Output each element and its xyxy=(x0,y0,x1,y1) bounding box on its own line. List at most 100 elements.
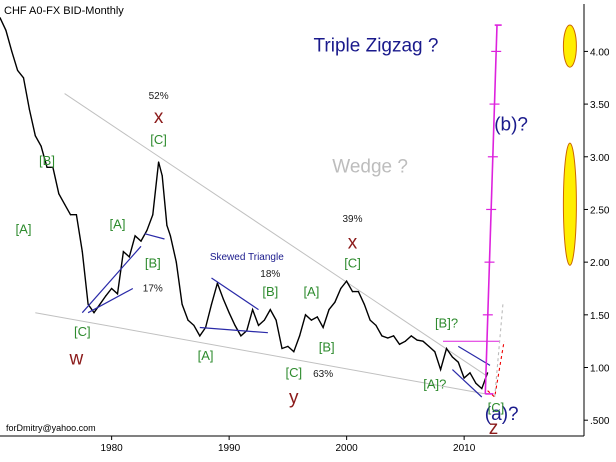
price-point xyxy=(0,17,1,19)
price-point xyxy=(93,312,95,314)
price-point xyxy=(445,347,448,350)
price-point xyxy=(322,326,324,329)
price-point xyxy=(64,203,66,205)
projection-layer xyxy=(482,24,505,399)
price-point xyxy=(328,309,330,311)
price-point xyxy=(381,335,383,337)
annotation-wave: [B] xyxy=(319,340,335,355)
price-point xyxy=(52,166,54,168)
final-upper-line xyxy=(457,345,491,366)
annotation-wave: [C] xyxy=(285,365,302,380)
price-point xyxy=(234,324,236,326)
price-layer xyxy=(0,17,489,390)
triangle-upper-line xyxy=(211,277,259,311)
x-tick-label: 2000 xyxy=(336,443,359,454)
price-point xyxy=(28,108,30,110)
price-point xyxy=(81,251,83,253)
price-point xyxy=(105,295,107,297)
price-point xyxy=(481,388,483,390)
price-point xyxy=(181,303,183,305)
price-point xyxy=(128,256,130,258)
price-point xyxy=(175,261,177,263)
price-point xyxy=(75,214,77,216)
price-point xyxy=(146,229,148,232)
wedge-upper-line xyxy=(64,93,486,376)
price-point xyxy=(351,291,354,293)
price-point xyxy=(222,298,224,300)
annotation-pct: 63% xyxy=(313,369,333,380)
price-point xyxy=(363,303,365,305)
annotation-wave: [A] xyxy=(16,222,32,237)
x-tick-label: 2010 xyxy=(453,443,476,454)
annotation-primary: w xyxy=(69,348,84,369)
price-point xyxy=(293,351,295,353)
price-point xyxy=(434,351,436,353)
price-point xyxy=(5,29,7,31)
axes-layer: .500 1.00 1.50 2.00 2.50 3.00 3.50 4.00 1980 1990… xyxy=(101,47,610,454)
price-point xyxy=(269,309,271,311)
annotation-pct: 17% xyxy=(143,284,163,295)
price-point xyxy=(451,356,453,358)
triangle-lower-line xyxy=(199,326,268,334)
trendlines-layer xyxy=(35,93,500,395)
annotation-wave: [B] xyxy=(262,284,278,299)
price-point xyxy=(340,287,342,290)
c-a-channel-line xyxy=(81,245,142,314)
price-point xyxy=(152,214,154,216)
chart-title: CHF A0-FX BID-Monthly xyxy=(4,5,124,17)
price-point xyxy=(187,319,189,321)
target-lower-ellipse xyxy=(562,142,577,266)
price-point xyxy=(161,175,163,177)
price-point xyxy=(87,303,89,305)
y-tick-label: 3.50 xyxy=(590,100,610,111)
annotation-wave: [B] xyxy=(145,255,161,270)
price-point xyxy=(440,369,442,371)
y-tick-label: 2.00 xyxy=(590,258,610,269)
price-point xyxy=(166,224,168,226)
price-point xyxy=(122,251,124,253)
price-point xyxy=(22,77,25,79)
annotations-layer: Triple Zigzag ? Wedge ? (b)? (a)? 52% x [C] [B]… xyxy=(16,35,528,439)
price-point xyxy=(252,309,254,311)
price-point xyxy=(404,340,406,342)
annotation-wave: [B] xyxy=(39,153,55,168)
x-tick-label: 1980 xyxy=(101,443,124,454)
annotation-wave: [A] xyxy=(110,216,126,231)
price-point xyxy=(369,319,371,321)
price-point xyxy=(193,324,195,326)
y-tick-label: 1.50 xyxy=(590,311,610,322)
price-point xyxy=(475,382,477,384)
annotation-pct: 52% xyxy=(149,91,169,102)
price-point xyxy=(281,347,283,350)
price-point xyxy=(99,303,101,305)
annotation-primary: z xyxy=(489,418,499,439)
price-point xyxy=(398,343,401,345)
annotation-wave: [A] xyxy=(303,284,319,299)
price-point xyxy=(228,312,230,314)
price-point xyxy=(140,240,142,242)
price-point xyxy=(263,319,265,321)
price-point xyxy=(316,316,318,318)
annotation-title: (a)? xyxy=(485,404,519,425)
annotation-wave: [A]? xyxy=(423,377,446,392)
wedge-lower-line xyxy=(35,312,486,395)
price-point xyxy=(275,319,277,321)
price-point xyxy=(58,193,60,195)
price-point xyxy=(40,145,42,147)
annotation-primary: x xyxy=(348,232,358,253)
price-point xyxy=(116,293,119,295)
price-point xyxy=(158,161,160,163)
price-point xyxy=(299,335,301,337)
channels-layer xyxy=(81,233,491,398)
annotation-title: (b)? xyxy=(494,114,528,135)
price-point xyxy=(287,345,289,347)
c-b-channel-line xyxy=(144,233,165,240)
annotation-wave: [C] xyxy=(488,400,505,415)
annotation-wave: [C] xyxy=(74,324,91,339)
price-point xyxy=(416,339,418,341)
price-point xyxy=(69,214,72,216)
price-point xyxy=(210,303,213,305)
footer-email: forDmitry@yahoo.com xyxy=(6,423,96,433)
y-tick-label: 1.00 xyxy=(590,364,610,375)
